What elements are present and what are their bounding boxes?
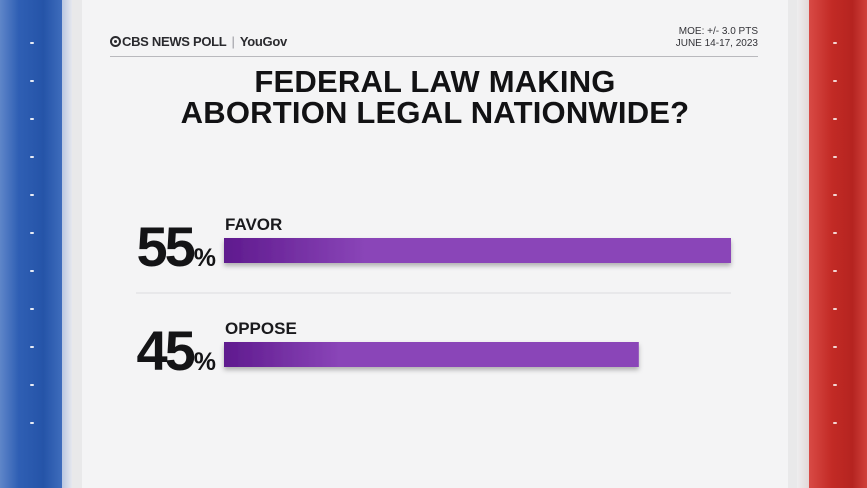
poll-panel: CBS NEWS POLL | YouGov MOE: +/- 3.0 PTS JU… (82, 0, 788, 488)
poll-header: CBS NEWS POLL | YouGov MOE: +/- 3.0 PTS JU… (110, 26, 758, 57)
right-stripe-edge (797, 0, 809, 488)
red-stripe-tick (833, 384, 837, 386)
brand-separator: | (231, 34, 235, 49)
red-stripe-tick (833, 270, 837, 272)
left-stripe-edge (62, 0, 72, 488)
category-label-oppose: OPPOSE (225, 319, 297, 338)
red-stripe-tick (833, 232, 837, 234)
left-blue-stripe (0, 0, 62, 488)
blue-stripe-tick (30, 270, 34, 272)
title-line-1: FEDERAL LAW MAKING (254, 64, 616, 99)
red-stripe-tick (833, 422, 837, 424)
blue-stripe-tick (30, 308, 34, 310)
blue-stripe-tick (30, 232, 34, 234)
bar-favor (224, 238, 731, 263)
blue-stripe-tick (30, 384, 34, 386)
value-label-favor: 55% (136, 215, 216, 278)
poll-dates: JUNE 14-17, 2023 (675, 38, 758, 49)
red-stripe-tick (833, 118, 837, 120)
title-line-2: ABORTION LEGAL NATIONWIDE? (180, 95, 690, 130)
blue-stripe-tick (30, 80, 34, 82)
red-stripe-tick (833, 346, 837, 348)
margin-of-error: MOE: +/- 3.0 PTS (678, 26, 758, 37)
value-label-oppose: 45% (136, 319, 216, 382)
poll-meta: MOE: +/- 3.0 PTS JUNE 14-17, 2023 (676, 26, 758, 50)
category-label-favor: FAVOR (225, 215, 282, 234)
red-stripe-tick (833, 80, 837, 82)
blue-stripe-tick (30, 346, 34, 348)
brand-logo: CBS NEWS POLL | YouGov (110, 34, 287, 49)
red-stripe-tick (833, 42, 837, 44)
bar-oppose (224, 342, 639, 367)
red-stripe-tick (833, 156, 837, 158)
blue-stripe-tick (30, 156, 34, 158)
bar-chart: FAVOR 55% OPPOSE 45% (136, 215, 731, 382)
red-stripe-tick (833, 308, 837, 310)
blue-stripe-tick (30, 42, 34, 44)
partner-name: YouGov (239, 34, 287, 49)
cbs-eye-icon (110, 36, 121, 47)
red-stripe-tick (833, 194, 837, 196)
right-red-stripe (809, 0, 867, 488)
blue-stripe-tick (30, 194, 34, 196)
chart-title: FEDERAL LAW MAKING ABORTION LEGAL NATION… (82, 66, 788, 128)
blue-stripe-tick (30, 118, 34, 120)
blue-stripe-tick (30, 422, 34, 424)
brand-name: CBS NEWS POLL (122, 34, 227, 49)
